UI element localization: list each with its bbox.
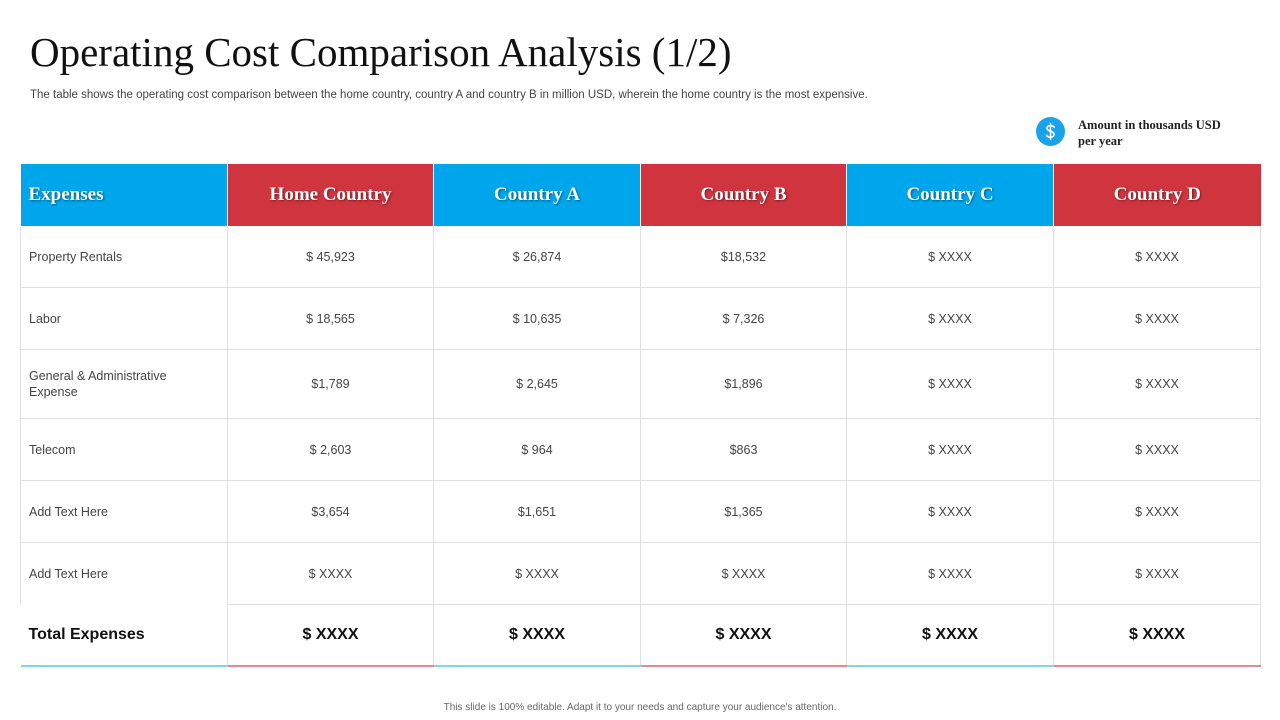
- header-home-country: Home Country: [227, 164, 434, 226]
- table-cell: $ XXXX: [1053, 542, 1261, 605]
- table-row: Labor $ 18,565 $ 10,635 $ 7,326 $ XXXX $…: [20, 287, 1261, 350]
- table-cell: $1,651: [433, 480, 641, 543]
- row-label: Labor: [20, 287, 228, 350]
- table-cell: $ XXXX: [1053, 418, 1261, 481]
- header-expenses: Expenses: [20, 164, 228, 226]
- table-cell: $ XXXX: [433, 542, 641, 605]
- table-header-row: Expenses Home Country Country A Country …: [20, 164, 1261, 226]
- table-cell: $1,896: [640, 349, 847, 419]
- table-cell: $3,654: [227, 480, 434, 543]
- header-country-d: Country D: [1053, 164, 1261, 226]
- table-cell: $1,365: [640, 480, 847, 543]
- dollar-icon: [1036, 117, 1065, 146]
- row-label: Property Rentals: [20, 226, 228, 288]
- row-label: Telecom: [20, 418, 228, 481]
- table-cell: $ XXXX: [1053, 287, 1261, 350]
- table-cell: $ 7,326: [640, 287, 847, 350]
- total-row: Total Expenses $ XXXX $ XXXX $ XXXX $ XX…: [20, 604, 1261, 667]
- table-row: Add Text Here $3,654 $1,651 $1,365 $ XXX…: [20, 480, 1261, 543]
- table-row: Add Text Here $ XXXX $ XXXX $ XXXX $ XXX…: [20, 542, 1261, 605]
- table-cell: $ 18,565: [227, 287, 434, 350]
- total-cell: $ XXXX: [433, 604, 641, 667]
- table-row: Property Rentals $ 45,923 $ 26,874 $18,5…: [20, 226, 1261, 288]
- row-label: Add Text Here: [20, 542, 228, 605]
- table-cell: $ 964: [433, 418, 641, 481]
- row-label: Add Text Here: [20, 480, 228, 543]
- table-cell: $ XXXX: [1053, 226, 1261, 288]
- footer-note: This slide is 100% editable. Adapt it to…: [443, 702, 837, 713]
- cost-comparison-table: Expenses Home Country Country A Country …: [20, 164, 1261, 667]
- unit-legend-text: Amount in thousands USD per year: [1078, 118, 1221, 148]
- page-subtitle: The table shows the operating cost compa…: [30, 89, 868, 101]
- total-cell: $ XXXX: [640, 604, 847, 667]
- table-cell: $ 2,645: [433, 349, 641, 419]
- total-cell: $ XXXX: [846, 604, 1054, 667]
- table-cell: $ XXXX: [846, 480, 1054, 543]
- table-cell: $ 10,635: [433, 287, 641, 350]
- table-cell: $ XXXX: [846, 287, 1054, 350]
- row-label: General & Administrative Expense: [20, 349, 228, 419]
- table-cell: $ XXXX: [846, 542, 1054, 605]
- table-cell: $ 2,603: [227, 418, 434, 481]
- table-cell: $18,532: [640, 226, 847, 288]
- table-cell: $ 45,923: [227, 226, 434, 288]
- table-cell: $ XXXX: [846, 349, 1054, 419]
- table-cell: $ 26,874: [433, 226, 641, 288]
- total-label: Total Expenses: [20, 604, 228, 667]
- unit-legend: Amount in thousands USD per year: [1036, 117, 1226, 153]
- total-cell: $ XXXX: [227, 604, 434, 667]
- table-cell: $ XXXX: [1053, 349, 1261, 419]
- table-cell: $ XXXX: [846, 418, 1054, 481]
- table-cell: $ XXXX: [640, 542, 847, 605]
- table-cell: $863: [640, 418, 847, 481]
- table-cell: $ XXXX: [846, 226, 1054, 288]
- table-cell: $ XXXX: [1053, 480, 1261, 543]
- table-row: Telecom $ 2,603 $ 964 $863 $ XXXX $ XXXX: [20, 418, 1261, 481]
- total-cell: $ XXXX: [1053, 604, 1261, 667]
- header-country-c: Country C: [846, 164, 1054, 226]
- header-country-a: Country A: [433, 164, 641, 226]
- table-cell: $ XXXX: [227, 542, 434, 605]
- page-title: Operating Cost Comparison Analysis (1/2): [30, 29, 732, 75]
- header-country-b: Country B: [640, 164, 847, 226]
- table-cell: $1,789: [227, 349, 434, 419]
- table-row: General & Administrative Expense $1,789 …: [20, 349, 1261, 419]
